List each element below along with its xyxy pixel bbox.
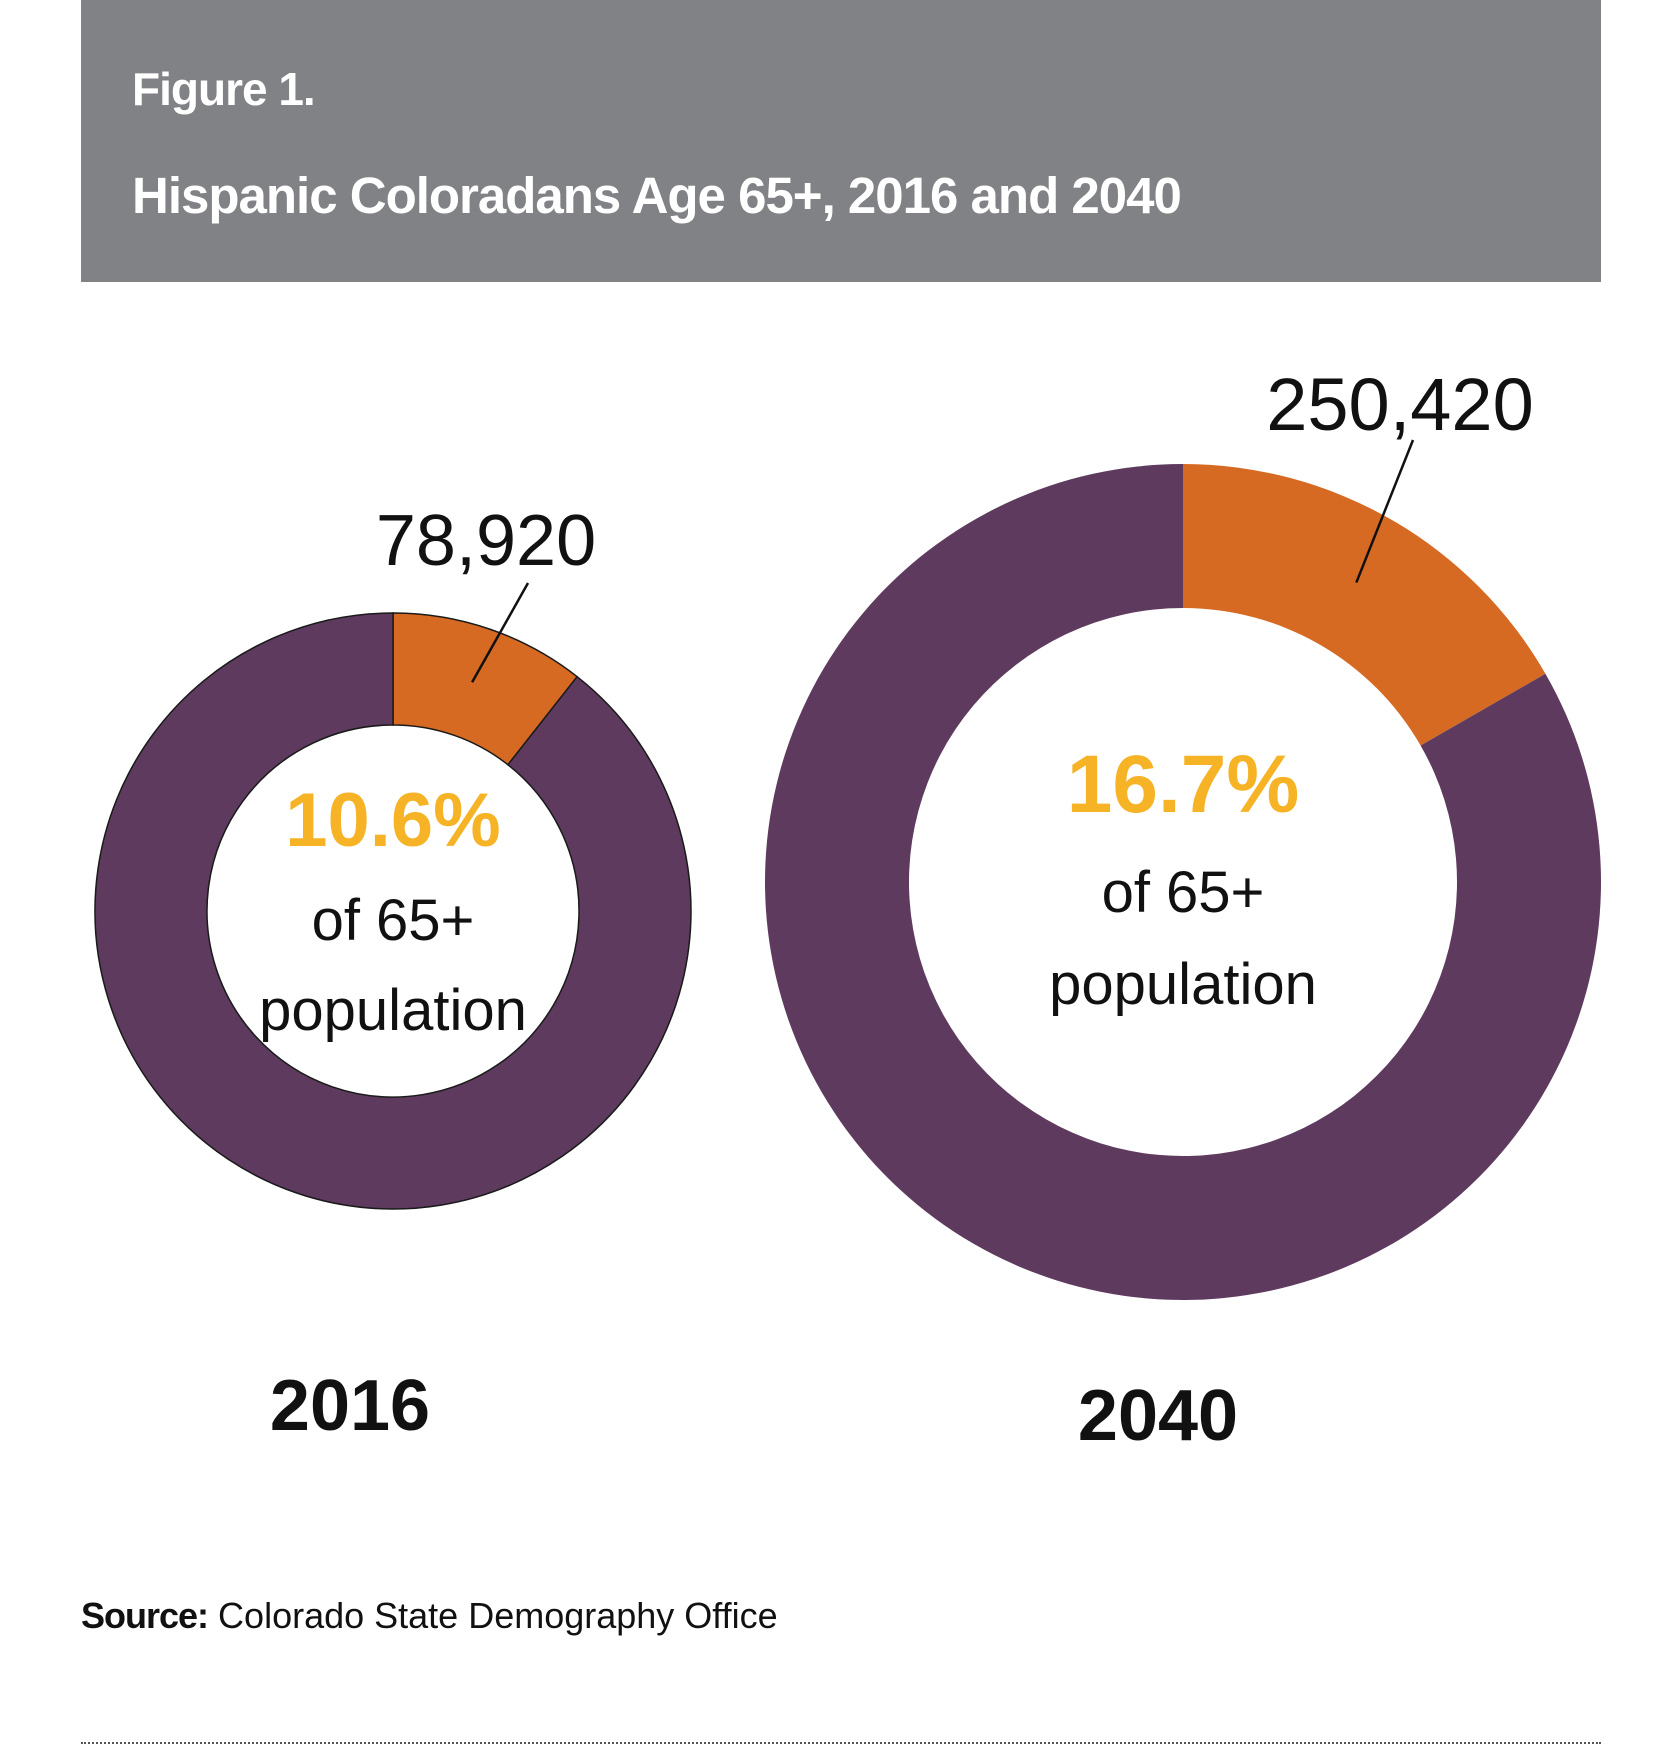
- center-text-line2-2040: population: [1049, 952, 1317, 1017]
- percent-label-2040: 16.7%: [1067, 739, 1300, 830]
- figure-title: Hispanic Coloradans Age 65+, 2016 and 20…: [132, 167, 1182, 224]
- dotted-divider: [81, 1742, 1601, 1744]
- count-label-2016: 78,920: [376, 501, 596, 581]
- leader-line-2016: [471, 582, 530, 683]
- figure-header: Figure 1. Hispanic Coloradans Age 65+, 2…: [81, 0, 1601, 282]
- center-text-line1-2040: of 65+: [1102, 860, 1265, 925]
- source-label: Source:: [81, 1595, 209, 1636]
- percent-label-2016: 10.6%: [285, 778, 501, 863]
- source-text: Colorado State Demography Office: [208, 1595, 778, 1636]
- year-label-2040: 2040: [1078, 1376, 1238, 1456]
- center-text-line1-2016: of 65+: [312, 888, 475, 953]
- donut-slice-2016-other: [94, 612, 692, 1210]
- source-note: Source: Colorado State Demography Office: [81, 1595, 778, 1637]
- year-label-2016: 2016: [270, 1366, 430, 1446]
- leader-line-2040: [1355, 439, 1415, 583]
- donut-slice-2040-hispanic: [1183, 464, 1546, 746]
- count-label-2040: 250,420: [1266, 363, 1534, 446]
- figure-label: Figure 1.: [132, 63, 316, 115]
- center-text-line2-2016: population: [259, 978, 527, 1043]
- donut-slice-2040-other: [764, 464, 1601, 1300]
